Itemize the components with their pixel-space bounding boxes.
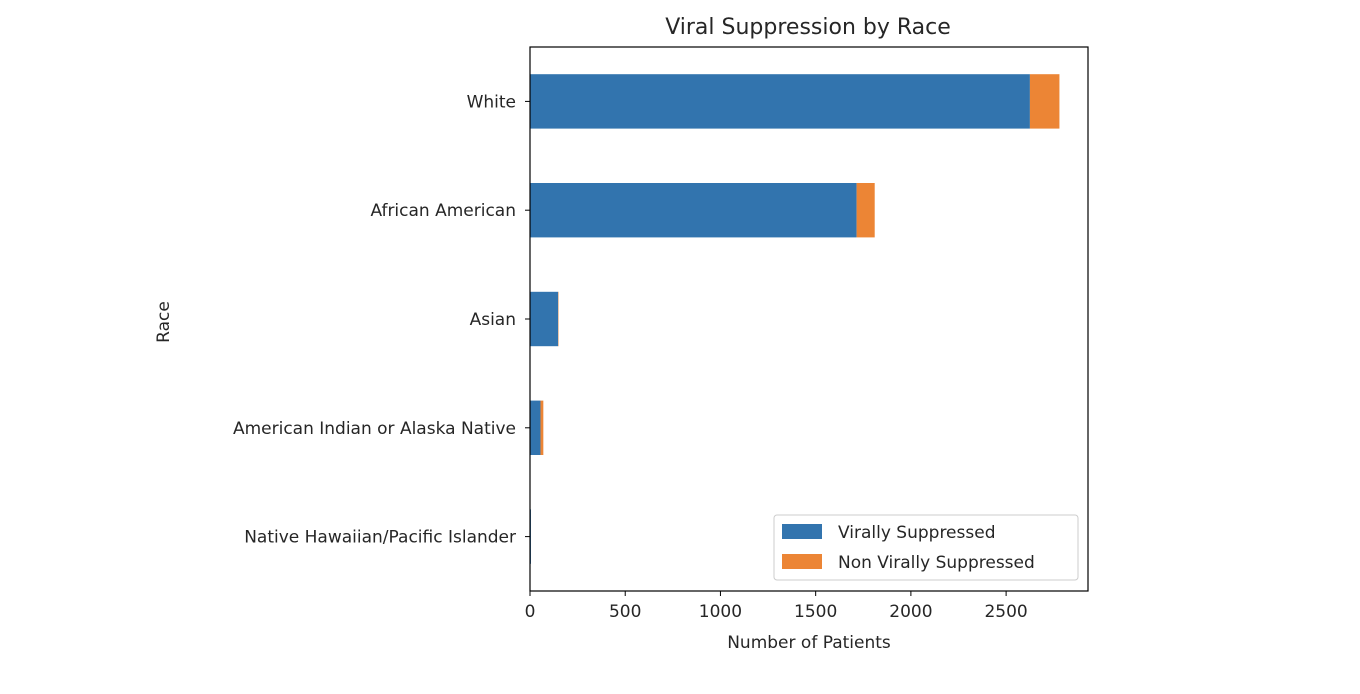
- legend-swatch-non-virally-suppressed: [782, 554, 822, 569]
- bar-white-virally-suppressed: [530, 74, 1030, 129]
- chart-title: Viral Suppression by Race: [665, 15, 951, 40]
- bar-white-non-virally-suppressed: [1029, 74, 1060, 129]
- y-tick-label: Asian: [470, 310, 516, 330]
- x-tick-label: 2500: [984, 602, 1027, 622]
- bar-african-american-virally-suppressed: [530, 183, 857, 238]
- y-tick-label: White: [467, 92, 516, 112]
- x-tick-label: 500: [609, 602, 641, 622]
- x-tick-label: 0: [525, 602, 536, 622]
- legend-swatch-virally-suppressed: [782, 524, 822, 539]
- legend: Virally Suppressed Non Virally Suppresse…: [773, 514, 1079, 581]
- y-tick-label: African American: [370, 201, 516, 221]
- bar-american-indian-or-alaska-native-non-virally-suppressed: [540, 400, 544, 455]
- legend-box: [773, 514, 1079, 581]
- y-axis: White African American Asian American India…: [233, 92, 530, 548]
- y-tick-label: American Indian or Alaska Native: [233, 419, 516, 439]
- y-tick-label: Native Hawaiian/Pacific Islander: [244, 528, 516, 548]
- bar-african-american-non-virally-suppressed: [856, 183, 875, 238]
- x-tick-label: 2000: [889, 602, 932, 622]
- bar-asian-virally-suppressed: [530, 291, 559, 347]
- x-tick-label: 1500: [794, 602, 837, 622]
- legend-label-virally-suppressed: Virally Suppressed: [838, 523, 995, 543]
- x-axis: 0 500 1000 1500 2000 2500: [525, 591, 1028, 622]
- x-axis-label: Number of Patients: [727, 633, 891, 653]
- bar-american-indian-or-alaska-native-virally-suppressed: [530, 400, 541, 455]
- legend-label-non-virally-suppressed: Non Virally Suppressed: [838, 553, 1035, 573]
- y-axis-label: Race: [154, 301, 174, 343]
- bars-group: [530, 74, 1060, 564]
- x-tick-label: 1000: [699, 602, 742, 622]
